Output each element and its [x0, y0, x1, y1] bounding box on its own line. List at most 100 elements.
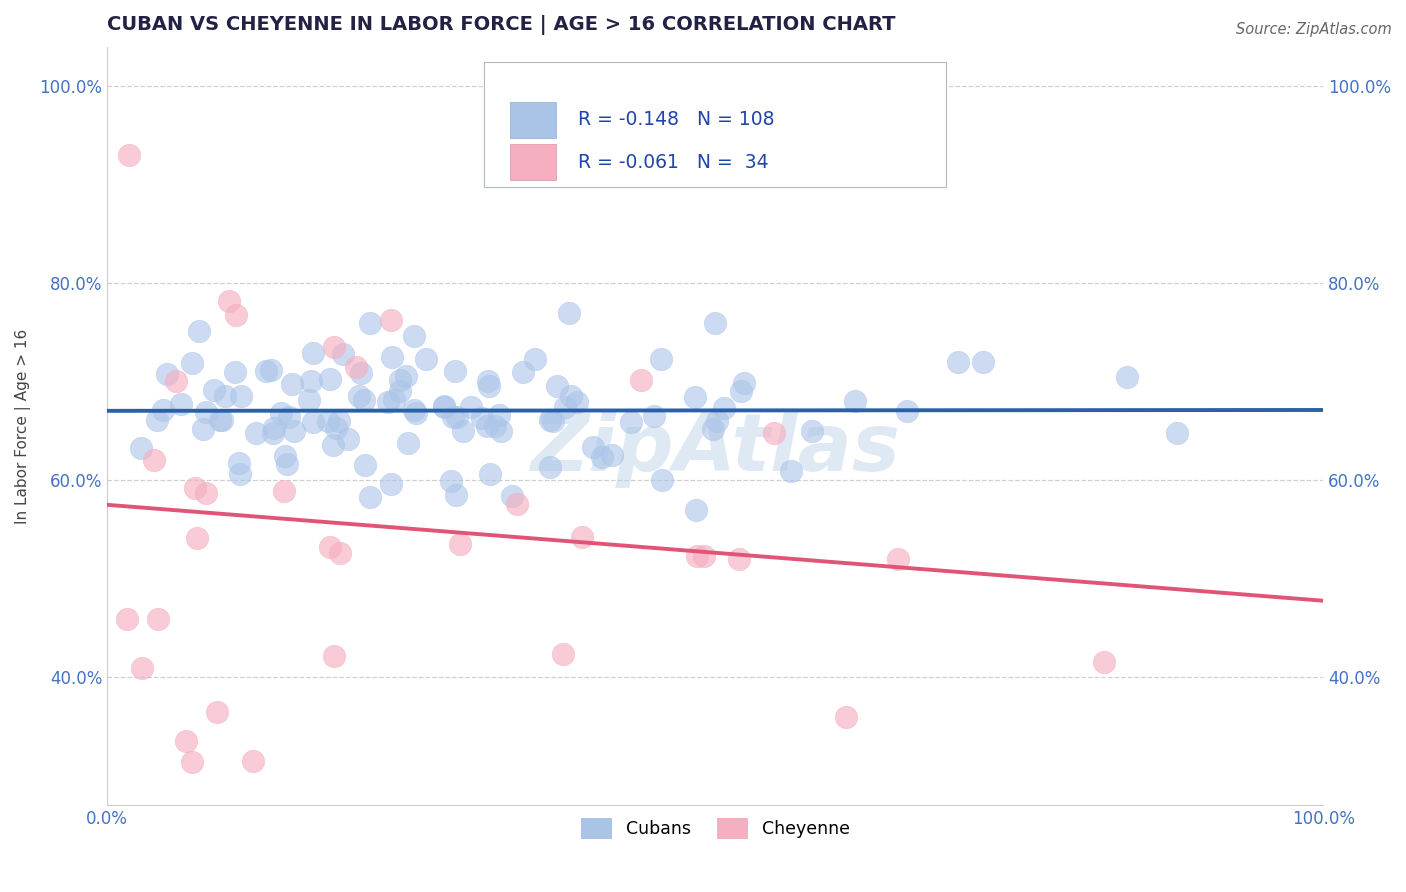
Point: [630, 374, 652, 388]
Point: [551, 647, 574, 661]
Point: [245, 425, 267, 440]
Point: [170, 396, 193, 410]
Point: [381, 350, 404, 364]
Point: [211, 412, 233, 426]
Point: [686, 549, 709, 564]
Point: [214, 389, 236, 403]
Point: [273, 483, 295, 498]
Point: [152, 403, 174, 417]
Point: [276, 458, 298, 472]
Point: [209, 413, 232, 427]
Point: [479, 467, 502, 481]
Point: [683, 390, 706, 404]
Point: [359, 490, 381, 504]
Text: R = -0.148   N = 108: R = -0.148 N = 108: [578, 111, 775, 129]
Point: [277, 410, 299, 425]
Point: [388, 384, 411, 398]
Point: [193, 422, 215, 436]
Point: [1092, 656, 1115, 670]
Point: [444, 364, 467, 378]
Point: [402, 329, 425, 343]
Text: ZipAtlas: ZipAtlas: [530, 409, 900, 488]
FancyBboxPatch shape: [484, 62, 946, 187]
Point: [405, 406, 427, 420]
Point: [186, 532, 208, 546]
Point: [693, 549, 716, 563]
Point: [181, 756, 204, 770]
Point: [349, 389, 371, 403]
Point: [131, 661, 153, 675]
Point: [156, 368, 179, 382]
Point: [650, 352, 672, 367]
Point: [205, 705, 228, 719]
Point: [377, 395, 399, 409]
Point: [382, 393, 405, 408]
Point: [380, 313, 402, 327]
Point: [299, 374, 322, 388]
Point: [328, 414, 350, 428]
Point: [332, 347, 354, 361]
Point: [322, 648, 344, 663]
Point: [477, 374, 499, 388]
Point: [260, 363, 283, 377]
Point: [446, 488, 468, 502]
Point: [322, 340, 344, 354]
Point: [115, 612, 138, 626]
Point: [972, 355, 994, 369]
Point: [441, 410, 464, 425]
Point: [263, 421, 285, 435]
Point: [187, 324, 209, 338]
Point: [484, 418, 506, 433]
Point: [301, 345, 323, 359]
Point: [886, 552, 908, 566]
Point: [433, 400, 456, 414]
Point: [224, 365, 246, 379]
Point: [506, 497, 529, 511]
Point: [322, 437, 344, 451]
Y-axis label: In Labor Force | Age > 16: In Labor Force | Age > 16: [15, 328, 31, 524]
Point: [118, 148, 141, 162]
Point: [488, 408, 510, 422]
Point: [538, 459, 561, 474]
Point: [184, 481, 207, 495]
Point: [273, 449, 295, 463]
Text: Source: ZipAtlas.com: Source: ZipAtlas.com: [1236, 22, 1392, 37]
Point: [502, 489, 524, 503]
Point: [229, 389, 252, 403]
Point: [560, 389, 582, 403]
Point: [270, 406, 292, 420]
Point: [730, 384, 752, 399]
Point: [329, 546, 352, 560]
Point: [591, 450, 613, 465]
Point: [451, 425, 474, 439]
Point: [318, 540, 340, 554]
Point: [471, 410, 494, 425]
Point: [254, 364, 277, 378]
Point: [477, 419, 499, 434]
Point: [541, 414, 564, 428]
Point: [582, 440, 605, 454]
Point: [325, 420, 347, 434]
Point: [242, 754, 264, 768]
Point: [146, 612, 169, 626]
Text: R = -0.061   N =  34: R = -0.061 N = 34: [578, 153, 769, 171]
Point: [460, 401, 482, 415]
Point: [546, 378, 568, 392]
Point: [835, 710, 858, 724]
Point: [202, 383, 225, 397]
Point: [225, 308, 247, 322]
Point: [728, 552, 751, 566]
Point: [565, 395, 588, 409]
Point: [571, 530, 593, 544]
Point: [538, 413, 561, 427]
Point: [354, 458, 377, 473]
Point: [359, 316, 381, 330]
Text: CUBAN VS CHEYENNE IN LABOR FORCE | AGE > 16 CORRELATION CHART: CUBAN VS CHEYENNE IN LABOR FORCE | AGE >…: [107, 15, 896, 35]
Point: [195, 486, 218, 500]
Legend: Cubans, Cheyenne: Cubans, Cheyenne: [574, 811, 856, 846]
Point: [554, 400, 576, 414]
Point: [702, 422, 724, 436]
Point: [350, 366, 373, 380]
Point: [262, 425, 284, 440]
Point: [228, 456, 250, 470]
